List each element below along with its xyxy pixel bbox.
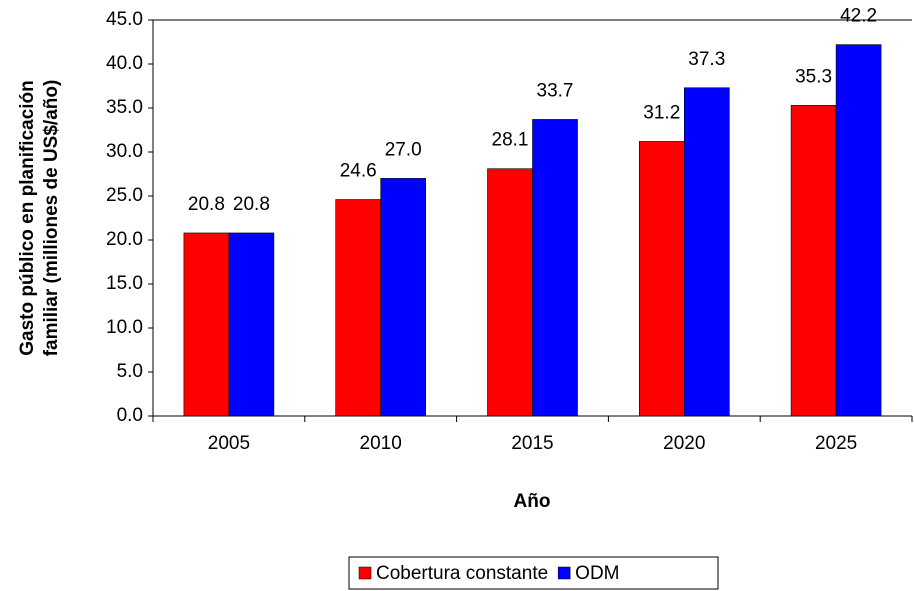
y-tick-label: 35.0 <box>106 97 143 118</box>
x-tick-label: 2020 <box>663 433 705 454</box>
data-label: 37.3 <box>688 49 725 70</box>
y-tick-label: 45.0 <box>106 9 143 30</box>
data-label: 42.2 <box>840 6 877 27</box>
x-tick-label: 2015 <box>511 433 553 454</box>
bar <box>487 168 533 417</box>
bar <box>335 199 382 417</box>
legend-box <box>348 556 719 590</box>
bar <box>532 119 578 417</box>
x-tick-label: 2025 <box>815 433 857 454</box>
y-tick-label: 15.0 <box>106 273 143 294</box>
bar <box>228 232 275 417</box>
legend-label: ODM <box>575 563 619 584</box>
data-label: 28.1 <box>492 130 529 151</box>
data-label: 20.8 <box>233 194 270 215</box>
data-label: 33.7 <box>537 80 574 101</box>
legend-label: Cobertura constante <box>376 563 548 584</box>
y-tick-label: 30.0 <box>106 141 143 162</box>
y-tick-label: 40.0 <box>106 53 143 74</box>
legend-swatch <box>358 566 372 580</box>
data-label: 20.8 <box>188 194 225 215</box>
bar <box>683 87 730 417</box>
legend-swatch <box>557 566 571 580</box>
data-label: 24.6 <box>340 161 377 182</box>
x-tick-label: 2010 <box>360 433 402 454</box>
data-label: 27.0 <box>385 139 422 160</box>
bar <box>835 44 882 417</box>
x-axis-title: Año <box>514 491 551 512</box>
data-label: 35.3 <box>795 66 832 87</box>
y-tick-label: 20.0 <box>106 229 143 250</box>
y-tick-label: 25.0 <box>106 185 143 206</box>
y-axis-title: Gasto público en planificación <box>17 80 38 356</box>
bar <box>183 232 230 417</box>
bar <box>380 178 427 417</box>
y-tick-label: 0.0 <box>117 405 143 426</box>
x-tick-label: 2005 <box>208 433 250 454</box>
y-tick-label: 5.0 <box>117 361 143 382</box>
bar <box>638 141 685 417</box>
y-tick-label: 10.0 <box>106 317 143 338</box>
bar <box>790 105 837 417</box>
data-label: 31.2 <box>643 102 680 123</box>
y-axis-title: familiar (milliones de US$/año) <box>41 80 62 357</box>
